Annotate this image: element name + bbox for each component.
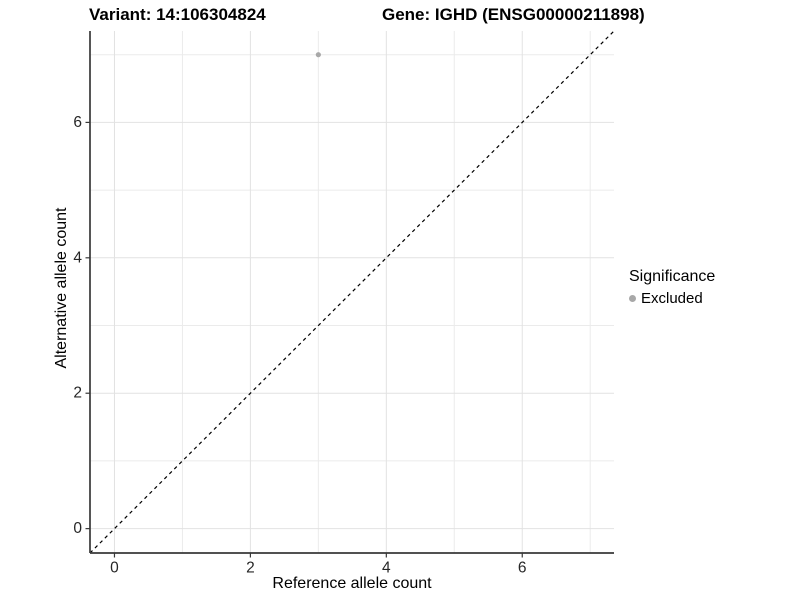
axis-lines	[89, 31, 614, 554]
data-points	[315, 52, 321, 58]
variant-title: Variant: 14:106304824	[89, 5, 266, 24]
y-tick-label: 4	[73, 249, 82, 266]
y-axis-title: Alternative allele count	[53, 207, 70, 369]
major-gridlines	[90, 31, 614, 553]
data-point-excluded	[315, 52, 321, 58]
x-tick-label: 0	[110, 559, 119, 576]
tick-labels: 0 2 4 6 0 2 4 6	[73, 114, 526, 577]
excluded-point-swatch	[629, 295, 636, 302]
y-tick-label: 6	[73, 114, 82, 131]
legend-item-label: Excluded	[641, 290, 703, 307]
identity-line	[89, 30, 615, 554]
legend: Significance Excluded	[629, 268, 715, 307]
legend-title: Significance	[629, 268, 716, 285]
legend-item-excluded: Excluded	[629, 290, 715, 307]
x-axis-title: Reference allele count	[272, 575, 432, 592]
y-tick-label: 2	[73, 385, 82, 402]
plot-panel: 0 2 4 6 0 2 4 6	[73, 30, 615, 576]
x-tick-label: 6	[518, 559, 527, 576]
gene-title: Gene: IGHD (ENSG00000211898)	[382, 5, 645, 24]
y-tick-label: 0	[73, 520, 82, 537]
minor-gridlines	[90, 31, 614, 553]
x-tick-label: 2	[246, 559, 255, 576]
tick-marks	[85, 121, 523, 558]
x-tick-label: 4	[382, 559, 391, 576]
